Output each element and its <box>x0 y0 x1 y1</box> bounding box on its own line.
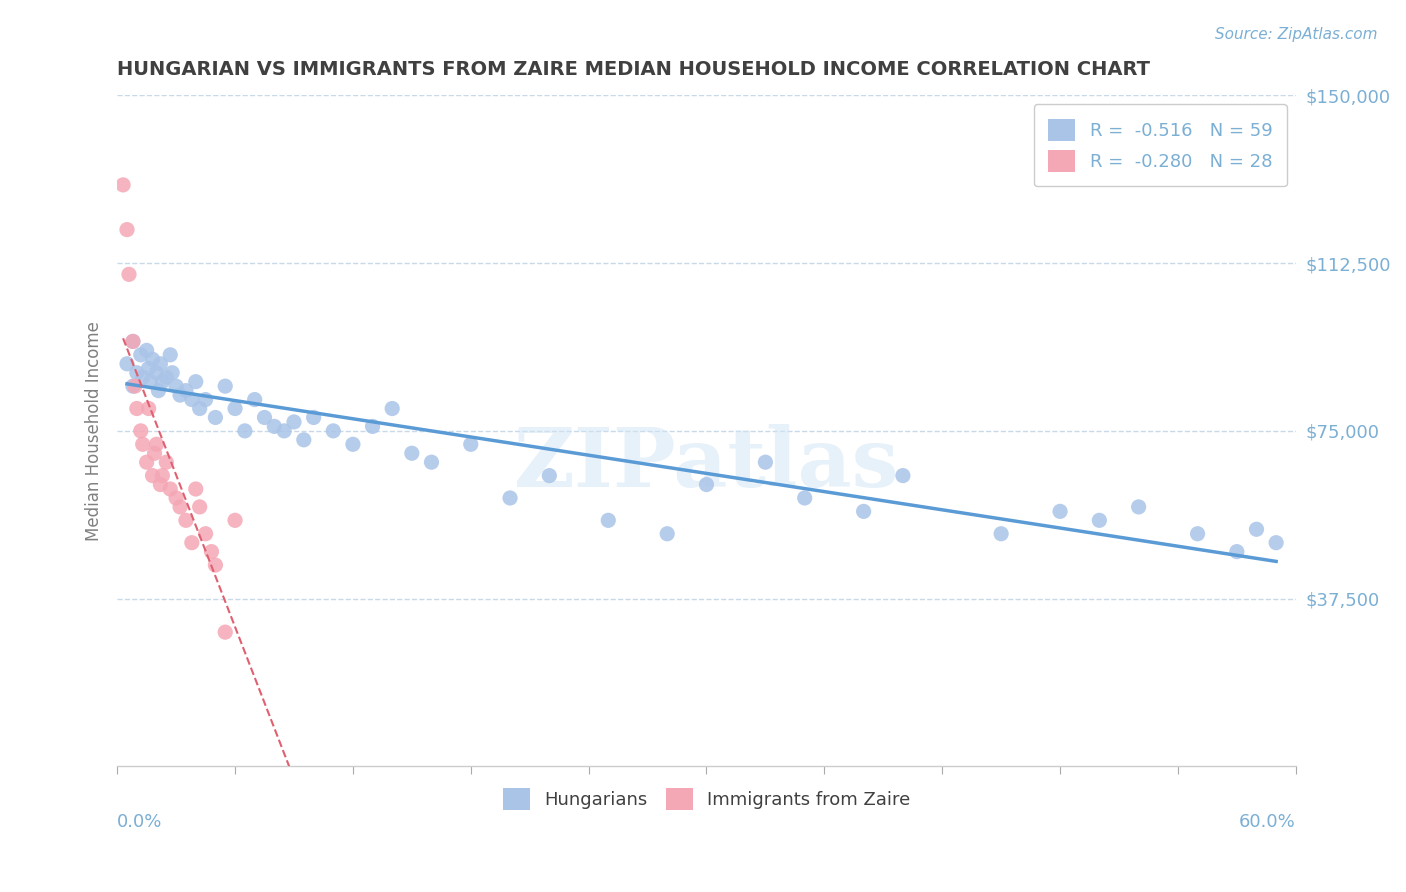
Point <box>160 366 183 380</box>
Point <box>214 625 236 640</box>
Point <box>184 482 207 496</box>
Point <box>401 446 423 460</box>
Point <box>188 401 211 416</box>
Point <box>141 468 163 483</box>
Point <box>657 526 679 541</box>
Point <box>138 361 160 376</box>
Point <box>361 419 384 434</box>
Point <box>115 222 138 236</box>
Point <box>132 370 155 384</box>
Point <box>1128 500 1150 514</box>
Point <box>135 343 157 358</box>
Legend: Hungarians, Immigrants from Zaire: Hungarians, Immigrants from Zaire <box>495 781 918 818</box>
Point <box>124 379 146 393</box>
Point <box>174 513 197 527</box>
Point <box>150 375 173 389</box>
Point <box>273 424 295 438</box>
Text: Source: ZipAtlas.com: Source: ZipAtlas.com <box>1215 27 1378 42</box>
Point <box>188 500 211 514</box>
Point <box>460 437 482 451</box>
Point <box>165 379 187 393</box>
Point <box>180 392 202 407</box>
Point <box>1088 513 1111 527</box>
Point <box>1187 526 1209 541</box>
Point <box>263 419 285 434</box>
Point <box>132 437 155 451</box>
Point <box>420 455 443 469</box>
Point <box>598 513 620 527</box>
Point <box>155 370 177 384</box>
Point <box>129 424 152 438</box>
Point <box>243 392 266 407</box>
Point <box>129 348 152 362</box>
Point <box>125 366 148 380</box>
Point <box>145 437 167 451</box>
Point <box>115 357 138 371</box>
Point <box>283 415 305 429</box>
Point <box>149 477 172 491</box>
Point <box>233 424 256 438</box>
Point <box>165 491 187 505</box>
Point <box>214 379 236 393</box>
Point <box>1049 504 1071 518</box>
Point <box>695 477 717 491</box>
Text: 0.0%: 0.0% <box>117 814 163 831</box>
Point <box>194 392 217 407</box>
Point <box>381 401 404 416</box>
Point <box>180 535 202 549</box>
Point <box>1226 544 1249 558</box>
Point <box>118 268 141 282</box>
Point <box>1246 522 1268 536</box>
Point <box>169 500 191 514</box>
Point <box>200 544 222 558</box>
Point <box>538 468 561 483</box>
Point <box>159 348 181 362</box>
Text: HUNGARIAN VS IMMIGRANTS FROM ZAIRE MEDIAN HOUSEHOLD INCOME CORRELATION CHART: HUNGARIAN VS IMMIGRANTS FROM ZAIRE MEDIA… <box>117 60 1150 78</box>
Text: ZIPatlas: ZIPatlas <box>513 425 900 504</box>
Point <box>122 334 145 349</box>
Point <box>174 384 197 398</box>
Point <box>184 375 207 389</box>
Point <box>145 366 167 380</box>
Point <box>159 482 181 496</box>
Point <box>224 513 246 527</box>
Point <box>754 455 776 469</box>
Point <box>342 437 364 451</box>
Point <box>141 352 163 367</box>
Point <box>302 410 325 425</box>
Point <box>322 424 344 438</box>
Point <box>204 558 226 572</box>
Point <box>204 410 226 425</box>
Point <box>143 446 166 460</box>
Point <box>149 357 172 371</box>
Point <box>793 491 815 505</box>
Point <box>150 468 173 483</box>
Point <box>139 375 162 389</box>
Text: 60.0%: 60.0% <box>1239 814 1296 831</box>
Point <box>122 379 145 393</box>
Point <box>499 491 522 505</box>
Point <box>125 401 148 416</box>
Point <box>169 388 191 402</box>
Y-axis label: Median Household Income: Median Household Income <box>86 321 103 541</box>
Point <box>135 455 157 469</box>
Point <box>1265 535 1288 549</box>
Point <box>852 504 875 518</box>
Point <box>292 433 315 447</box>
Point <box>891 468 914 483</box>
Point <box>155 455 177 469</box>
Point <box>148 384 170 398</box>
Point <box>138 401 160 416</box>
Point <box>112 178 135 192</box>
Point <box>990 526 1012 541</box>
Point <box>122 334 145 349</box>
Point <box>224 401 246 416</box>
Point <box>194 526 217 541</box>
Point <box>253 410 276 425</box>
